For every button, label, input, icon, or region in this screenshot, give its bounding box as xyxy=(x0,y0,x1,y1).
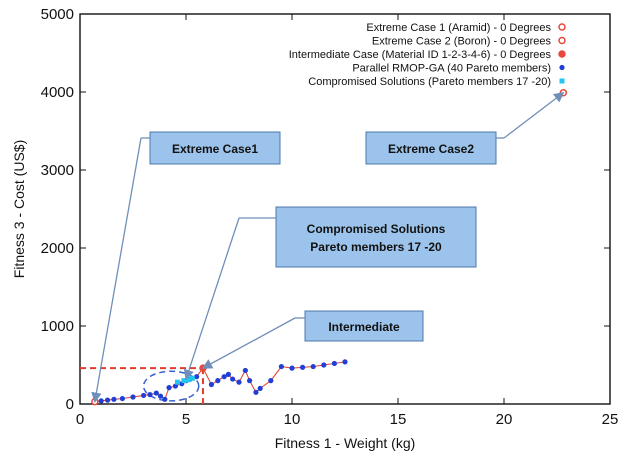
pareto-point xyxy=(221,374,227,380)
callout-extreme-case-2: Extreme Case2 xyxy=(365,91,565,165)
y-tick-label: 0 xyxy=(66,396,74,413)
pareto-point xyxy=(242,367,248,374)
callout-arrow xyxy=(91,137,142,403)
callout-arrow xyxy=(183,217,240,381)
callout-compromised-solutions: Compromised Solutions Pareto members 17 -… xyxy=(183,206,477,381)
y-tick-label: 1000 xyxy=(41,318,74,335)
callouts: Extreme Case1 Extreme Case2 Compromised So… xyxy=(91,91,565,403)
pareto-point xyxy=(119,395,125,402)
pareto-point xyxy=(253,389,259,395)
y-tick-label: 3000 xyxy=(41,162,74,179)
pareto-point xyxy=(342,359,348,365)
pareto-point xyxy=(257,385,263,391)
callout-box xyxy=(275,206,477,268)
callout-label: Extreme Case1 xyxy=(172,142,258,156)
compromised-point xyxy=(181,378,187,384)
callout-intermediate: Intermediate xyxy=(201,310,424,369)
legend-entry-label: Extreme Case 2 (Boron) - 0 Degrees xyxy=(372,36,552,48)
callout-label: Compromised Solutions xyxy=(307,222,446,236)
pareto-point xyxy=(194,374,200,380)
callout-label: Extreme Case2 xyxy=(388,142,474,156)
callout-arrow xyxy=(201,317,296,369)
legend-marker-open-circle xyxy=(558,23,566,31)
pareto-point xyxy=(331,360,337,367)
x-tick-label: 0 xyxy=(76,411,84,428)
y-tick-label: 5000 xyxy=(41,6,74,23)
pareto-point xyxy=(230,376,236,382)
x-axis-ticks: 0 5 10 15 20 25 xyxy=(76,14,619,428)
callout-box xyxy=(304,310,424,342)
legend-entry-label: Compromised Solutions (Pareto members 17… xyxy=(308,76,551,88)
pareto-point xyxy=(278,363,284,370)
pareto-point xyxy=(147,392,153,398)
x-tick-label: 5 xyxy=(182,411,190,428)
callout-arrow xyxy=(503,91,565,139)
x-axis-label: Fitness 1 - Weight (kg) xyxy=(275,435,416,451)
pareto-point xyxy=(236,379,242,385)
pareto-point xyxy=(247,378,253,384)
legend-entry-label: Intermediate Case (Material ID 1-2-3-4-6… xyxy=(289,49,552,61)
pareto-point xyxy=(268,378,274,384)
pareto-point xyxy=(166,385,172,391)
pareto-point xyxy=(172,383,178,389)
pareto-point xyxy=(321,362,327,368)
pareto-point xyxy=(310,363,316,370)
y-tick-label: 4000 xyxy=(41,84,74,101)
x-tick-label: 10 xyxy=(284,411,301,428)
pareto-point xyxy=(289,365,295,371)
compromised-point xyxy=(175,379,181,385)
y-axis-label: Fitness 3 - Cost (US$) xyxy=(11,140,27,278)
legend-entry-label: Parallel RMOP-GA (40 Pareto members) xyxy=(352,63,551,75)
plot-frame xyxy=(79,13,611,405)
pareto-point xyxy=(162,396,168,402)
pareto-point xyxy=(111,396,117,402)
callout-label: Pareto members 17 -20 xyxy=(310,240,442,254)
compromised-point xyxy=(189,375,195,381)
legend-marker-dot xyxy=(559,64,565,71)
compromised-highlight-ellipse xyxy=(142,370,200,402)
pareto-point xyxy=(300,364,306,370)
pareto-point xyxy=(208,381,215,388)
pareto-point xyxy=(104,397,111,403)
pareto-point xyxy=(153,390,159,396)
x-tick-label: 25 xyxy=(602,411,619,428)
legend-marker-half-circle xyxy=(558,50,566,58)
pareto-point xyxy=(225,371,231,377)
pareto-point xyxy=(215,378,221,384)
x-tick-label: 15 xyxy=(390,411,407,428)
pareto-point xyxy=(141,392,147,399)
y-tick-label: 2000 xyxy=(41,240,74,257)
legend-marker-open-circle xyxy=(558,36,566,45)
x-tick-label: 20 xyxy=(496,411,513,428)
callout-label: Intermediate xyxy=(328,320,400,334)
pareto-point xyxy=(98,398,104,404)
callout-extreme-case-1: Extreme Case1 xyxy=(91,131,281,403)
legend-marker-square xyxy=(559,78,565,84)
callout-box xyxy=(149,131,281,165)
callout-box xyxy=(365,131,497,165)
pareto-point xyxy=(130,394,136,400)
y-axis-ticks: 0 1000 2000 3000 4000 5000 xyxy=(41,6,610,413)
legend: Extreme Case 1 (Aramid) - 0 Degrees Extre… xyxy=(289,22,566,88)
pareto-point xyxy=(157,393,164,399)
legend-entry-label: Extreme Case 1 (Aramid) - 0 Degrees xyxy=(366,22,551,34)
